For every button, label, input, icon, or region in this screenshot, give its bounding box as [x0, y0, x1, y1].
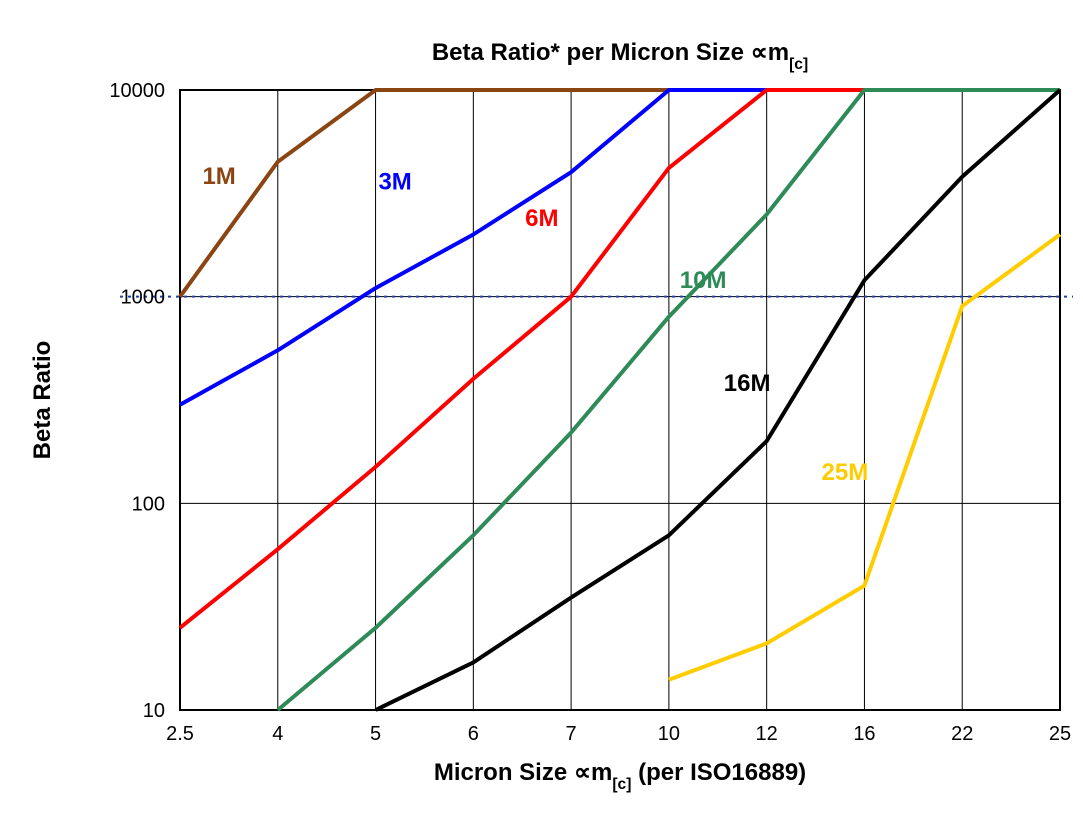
series-label-1M: 1M [202, 163, 235, 190]
x-tick-label: 5 [370, 723, 381, 745]
x-tick-label: 7 [566, 723, 577, 745]
y-axis-label: Beta Ratio [29, 341, 56, 460]
x-tick-label: 4 [272, 723, 283, 745]
x-tick-label: 25 [1049, 723, 1071, 745]
series-label-16M: 16M [724, 370, 771, 397]
series-label-3M: 3M [378, 169, 411, 196]
chart-container: 1M 3M 6M 10M 16M 25M 2.5 4 5 6 7 10 12 16 22 25 10 100 100… [0, 0, 1083, 828]
series-label-10M: 10M [680, 267, 727, 294]
series-label-25M: 25M [822, 459, 869, 486]
x-tick-label: 2.5 [166, 723, 194, 745]
y-tick-label: 1000 [121, 287, 166, 309]
beta-ratio-chart: 1M 3M 6M 10M 16M 25M 2.5 4 5 6 7 10 12 16 22 25 10 100 100… [0, 0, 1083, 828]
x-tick-label: 16 [853, 723, 875, 745]
y-tick-label: 10 [143, 700, 165, 722]
x-tick-label: 22 [951, 723, 973, 745]
x-tick-label: 6 [468, 723, 479, 745]
x-tick-label: 10 [658, 723, 680, 745]
y-tick-label: 100 [132, 493, 165, 515]
x-tick-label: 12 [756, 723, 778, 745]
y-tick-label: 10000 [109, 80, 165, 102]
series-label-6M: 6M [525, 205, 558, 232]
